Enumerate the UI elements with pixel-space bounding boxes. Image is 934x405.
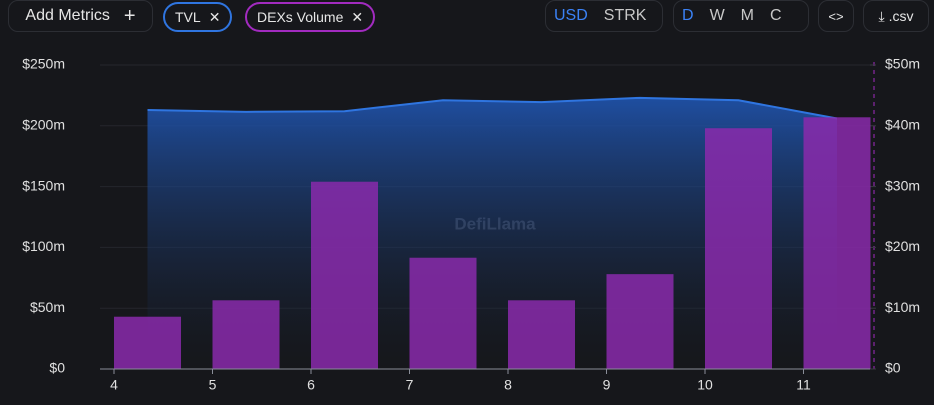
period-option[interactable]: D bbox=[682, 7, 694, 24]
tvl-area bbox=[147, 97, 837, 369]
y2-tick-label: $40m bbox=[885, 117, 920, 133]
y2-tick-label: $30m bbox=[885, 177, 920, 193]
period-option[interactable]: W bbox=[709, 7, 725, 24]
x-tick-label: 6 bbox=[307, 377, 315, 393]
embed-button[interactable]: <> bbox=[818, 0, 854, 32]
chip-label: DEXs Volume bbox=[257, 9, 344, 25]
x-tick-label: 5 bbox=[209, 377, 217, 393]
plus-icon: + bbox=[123, 4, 136, 27]
watermark: DefiLlama bbox=[454, 214, 536, 233]
metric-chip[interactable]: TVL ✕ bbox=[163, 2, 233, 32]
volume-bar bbox=[705, 128, 772, 369]
y-tick-label: $100m bbox=[22, 238, 65, 254]
x-tick-label: 10 bbox=[697, 377, 713, 393]
y-tick-label: $50m bbox=[30, 299, 65, 315]
csv-label: .csv bbox=[888, 8, 914, 24]
y2-tick-label: $50m bbox=[885, 56, 920, 72]
y2-tick-label: $10m bbox=[885, 299, 920, 315]
close-icon[interactable]: ✕ bbox=[208, 8, 221, 25]
y-tick-label: $200m bbox=[22, 117, 65, 133]
volume-bar bbox=[409, 257, 477, 369]
y-tick-label: $0 bbox=[49, 360, 65, 376]
volume-bar bbox=[606, 274, 674, 369]
period-option[interactable]: M bbox=[740, 7, 754, 24]
y2-tick-label: $0 bbox=[885, 360, 901, 376]
csv-button[interactable]: ⤓ .csv bbox=[863, 0, 929, 32]
period-toggle: D W M C bbox=[673, 0, 809, 32]
volume-bar bbox=[114, 316, 181, 369]
y-tick-label: $250m bbox=[22, 56, 65, 72]
volume-bar bbox=[803, 117, 871, 370]
x-tick-label: 7 bbox=[406, 377, 414, 393]
x-tick-label: 8 bbox=[504, 377, 512, 393]
x-tick-label: 4 bbox=[110, 377, 118, 393]
x-tick-label: 11 bbox=[796, 377, 811, 393]
volume-bar bbox=[212, 300, 280, 369]
y2-tick-label: $20m bbox=[885, 238, 920, 254]
x-tick-label: 9 bbox=[603, 377, 611, 393]
currency-option[interactable]: STRK bbox=[603, 7, 647, 24]
add-metrics-label: Add Metrics bbox=[25, 7, 110, 24]
chip-label: TVL bbox=[175, 9, 201, 25]
volume-bar bbox=[508, 300, 575, 369]
close-icon[interactable]: ✕ bbox=[351, 8, 364, 25]
volume-bar bbox=[311, 181, 378, 369]
add-metrics-button[interactable]: Add Metrics + bbox=[8, 0, 153, 32]
download-icon: ⤓ bbox=[878, 7, 885, 24]
currency-toggle: USD STRK bbox=[545, 0, 663, 32]
tvl-line bbox=[147, 96, 838, 120]
y-tick-label: $150m bbox=[22, 177, 65, 193]
currency-option[interactable]: USD bbox=[554, 7, 588, 24]
period-option[interactable]: C bbox=[770, 7, 782, 24]
toolbar: Add Metrics + TVL ✕ DEXs Volume ✕ USD STRK… bbox=[0, 0, 934, 38]
metric-chip[interactable]: DEXs Volume ✕ bbox=[245, 2, 376, 32]
